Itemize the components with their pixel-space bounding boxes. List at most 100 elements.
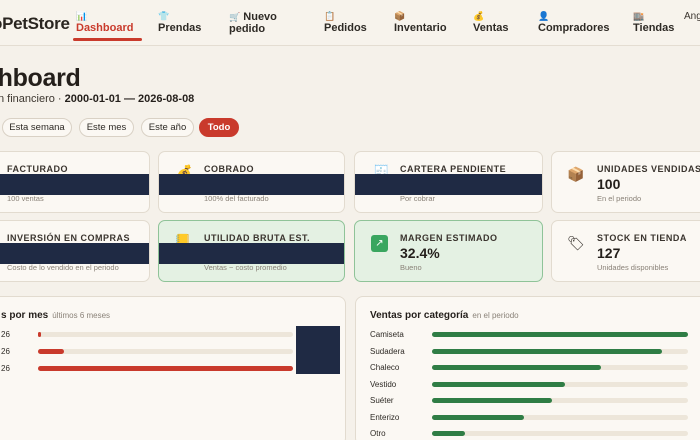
month-bar [38, 366, 293, 371]
category-label: Suéter [370, 396, 394, 405]
kpi-utilidad-bruta: 📒 UTILIDAD BRUTA EST. Ventas − costo pro… [158, 220, 345, 282]
kpi-label: STOCK EN TIENDA [597, 233, 687, 243]
nav-item-prendas[interactable]: 👕 Prendas [158, 11, 201, 34]
panel-subtitle: últimos 6 meses [52, 311, 111, 320]
chart-icon: 📊 [76, 11, 88, 21]
category-label: Camiseta [370, 330, 404, 339]
clipboard-icon: 📋 [324, 11, 336, 21]
store-icon: 🏬 [633, 11, 645, 21]
kpi-sub: 100 ventas [7, 194, 44, 203]
nav-label: pedido [229, 23, 266, 35]
category-bar [432, 365, 601, 370]
kpi-label: UNIDADES VENDIDAS [597, 164, 700, 174]
kpi-label: CARTERA PENDIENTE [400, 164, 507, 174]
month-bar-track [38, 349, 293, 354]
kpi-sub: Unidades disponibles [597, 263, 669, 272]
subtitle-prefix: n financiero · [0, 93, 65, 105]
cart-icon: 🛒 [229, 12, 241, 22]
panel-sales-by-month: s por mes últimos 6 meses 26 26 26 [0, 296, 346, 440]
kpi-value: 127 [597, 245, 621, 261]
month-label: 26 [1, 330, 10, 339]
kpi-label: INVERSIÓN EN COMPRAS [7, 233, 131, 243]
shirt-icon: 👕 [158, 11, 170, 21]
page-subtitle: n financiero · 2000-01-01 — 2026-08-08 [0, 93, 194, 105]
category-bar-track [432, 414, 688, 420]
kpi-label: UTILIDAD BRUTA EST. [204, 233, 310, 243]
nav-item-inventario[interactable]: 📦 Inventario [394, 11, 447, 34]
panel-subtitle: en el periodo [472, 311, 519, 320]
month-label: 26 [1, 364, 10, 373]
filter-este-mes[interactable]: Este mes [79, 118, 134, 137]
category-bar [432, 332, 688, 337]
date-range: 2000-01-01 — 2026-08-08 [64, 93, 195, 105]
filter-esta-semana[interactable]: Esta semana [2, 118, 72, 137]
category-bar [432, 348, 663, 354]
brand-logo[interactable]: oPetStore [0, 14, 70, 33]
nav-item-ventas[interactable]: 💰 Ventas [473, 11, 508, 34]
nav-label: Compradores [538, 22, 610, 34]
box-icon: 📦 [567, 166, 585, 182]
nav-item-tiendas[interactable]: 🏬 Tiendas [633, 11, 674, 34]
category-label: Chaleco [370, 363, 400, 372]
money-bag-icon: 💰 [473, 11, 485, 21]
redaction-bar [0, 243, 149, 264]
nav-label: Ventas [473, 22, 509, 34]
kpi-label: FACTURADO [7, 164, 68, 174]
filter-todo[interactable]: Todo [199, 118, 239, 137]
category-label: Otro [370, 429, 386, 438]
kpi-sub: Ventas − costo promedio [204, 263, 287, 272]
category-bar-track [432, 365, 688, 370]
kpi-label: COBRADO [204, 164, 254, 174]
month-bar [38, 332, 41, 337]
category-bar [432, 431, 466, 436]
redaction-bar [0, 174, 149, 195]
month-bar-track [38, 332, 293, 337]
tag-icon: 🏷 [567, 235, 585, 251]
nav-item-dashboard[interactable]: 📊 Dashboard [76, 11, 133, 34]
nav-item-nuevo-pedido[interactable]: 🛒 Nuevo pedido [229, 11, 289, 35]
category-label: Sudadera [370, 346, 405, 356]
nav-item-compradores[interactable]: 👤 Compradores [538, 11, 610, 34]
nav-label: Prendas [158, 22, 202, 34]
kpi-sub: Costo de lo vendido en el periodo [7, 263, 119, 272]
month-label: 26 [1, 347, 10, 356]
kpi-stock-tienda: 🏷 STOCK EN TIENDA 127 Unidades disponibl… [551, 220, 700, 282]
nav-label: Tiendas [633, 22, 675, 34]
nav-label: Dashboard [76, 22, 134, 34]
panel-sales-by-category: Ventas por categoría en el periodo Camise… [355, 296, 700, 440]
active-tab-underline [73, 38, 142, 41]
nav-item-pedidos[interactable]: 📋 Pedidos [324, 11, 367, 34]
kpi-cartera-pendiente: 🧾 CARTERA PENDIENTE Por cobrar [354, 151, 543, 213]
kpi-sub: Por cobrar [400, 194, 436, 203]
kpi-unidades-vendidas: 📦 UNIDADES VENDIDAS 100 En el periodo [551, 151, 700, 213]
redaction-bar [159, 243, 344, 264]
kpi-inversion-compras: INVERSIÓN EN COMPRAS Costo de lo vendido… [0, 220, 150, 282]
nav-label: Inventario [394, 22, 447, 34]
page-title: shboard [0, 64, 81, 92]
nav-label: Pedidos [324, 22, 367, 34]
top-nav: oPetStore 📊 Dashboard 👕 Prendas 🛒 Nuevo … [0, 0, 700, 46]
category-bar-track [432, 348, 688, 354]
month-bar [38, 349, 64, 354]
kpi-sub: 100% del facturado [204, 194, 269, 203]
redaction-bar [296, 326, 340, 374]
nav-label-line: 🛒 Nuevo [229, 11, 277, 23]
category-label: Enterizo [370, 412, 400, 422]
kpi-value: 100 [597, 176, 621, 192]
panel-title: Ventas por categoría en el periodo [370, 310, 519, 321]
trend-up-icon: ↗ [371, 235, 388, 252]
kpi-cobrado: 💰 COBRADO 100% del facturado [158, 151, 345, 213]
month-bar-track [38, 366, 293, 371]
kpi-sub: En el periodo [597, 194, 642, 203]
kpi-sub: Bueno [400, 263, 422, 272]
category-bar [432, 398, 553, 403]
redaction-bar [159, 174, 344, 195]
category-bar [432, 381, 566, 387]
category-bar-track [432, 398, 688, 403]
kpi-facturado: FACTURADO 100 ventas [0, 151, 150, 213]
user-icon: 👤 [538, 11, 550, 21]
filter-este-ano[interactable]: Este año [141, 118, 194, 137]
nav-label: Nuevo [243, 11, 277, 23]
panel-title: s por mes últimos 6 meses [1, 310, 111, 321]
language-selector[interactable]: Ang [684, 11, 700, 22]
